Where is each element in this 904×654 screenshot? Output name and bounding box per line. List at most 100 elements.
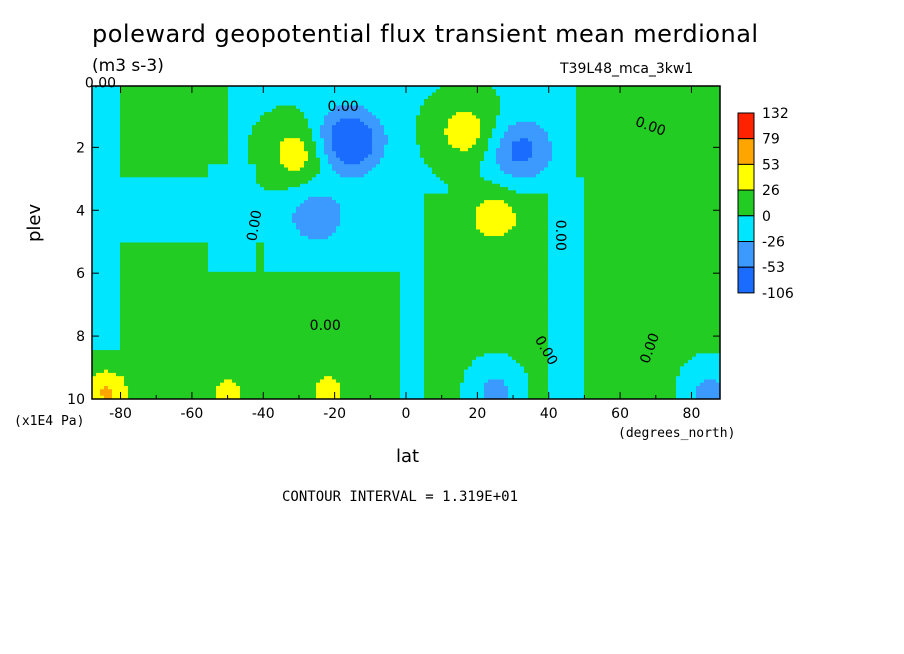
field-cell <box>200 99 205 103</box>
field-cell <box>492 95 497 100</box>
field-cell <box>364 128 369 133</box>
field-cell <box>512 108 517 113</box>
field-cell <box>548 99 553 103</box>
field-cell <box>172 89 177 94</box>
field-cell <box>600 99 605 103</box>
field-cell <box>192 89 197 94</box>
field-cell <box>644 141 649 146</box>
field-cell <box>228 128 233 133</box>
field-cell <box>184 141 189 146</box>
field-cell <box>152 105 157 110</box>
field-cell <box>292 95 297 100</box>
field-cell <box>232 131 237 136</box>
field-cell <box>420 125 425 129</box>
field-cell <box>260 115 265 120</box>
field-cell <box>156 131 161 136</box>
field-cell <box>328 95 333 100</box>
field-cell <box>612 121 617 126</box>
field-cell <box>424 121 429 126</box>
field-cell <box>712 138 717 143</box>
field-cell <box>560 141 565 146</box>
field-cell <box>340 108 345 113</box>
field-cell <box>424 105 429 110</box>
field-cell <box>244 128 249 133</box>
field-cell <box>364 121 369 126</box>
field-cell <box>484 112 489 116</box>
field-cell <box>508 99 513 103</box>
field-cell <box>112 141 117 146</box>
field-cell <box>136 125 141 129</box>
field-cell <box>212 112 217 116</box>
field-cell <box>100 92 105 97</box>
field-cell <box>400 141 405 146</box>
field-cell <box>420 128 425 133</box>
field-cell <box>120 95 125 100</box>
field-cell <box>608 102 613 107</box>
field-cell <box>588 144 593 149</box>
field-cell <box>156 147 161 152</box>
field-cell <box>488 147 493 152</box>
field-cell <box>408 95 413 100</box>
field-cell <box>388 128 393 133</box>
field-cell <box>668 102 673 107</box>
field-cell <box>472 86 477 90</box>
field-cell <box>716 121 720 126</box>
field-cell <box>424 102 429 107</box>
field-cell <box>532 99 537 103</box>
field-cell <box>592 95 597 100</box>
field-cell <box>108 128 113 133</box>
field-cell <box>364 125 369 129</box>
field-cell <box>124 128 129 133</box>
field-cell <box>92 112 97 116</box>
field-cell <box>412 118 417 123</box>
field-cell <box>528 138 533 143</box>
field-cell <box>252 121 257 126</box>
field-cell <box>428 115 433 120</box>
field-cell <box>460 118 465 123</box>
field-cell <box>408 92 413 97</box>
field-cell <box>372 118 377 123</box>
field-cell <box>680 108 685 113</box>
field-cell <box>232 121 237 126</box>
field-cell <box>236 138 241 143</box>
field-cell <box>620 125 625 129</box>
field-cell <box>260 89 265 94</box>
field-cell <box>124 89 129 94</box>
field-cell <box>168 134 173 139</box>
field-cell <box>320 105 325 110</box>
field-cell <box>224 86 229 90</box>
field-cell <box>388 99 393 103</box>
field-cell <box>692 115 697 120</box>
field-cell <box>552 112 557 116</box>
field-cell <box>184 138 189 143</box>
field-cell <box>260 147 265 152</box>
field-cell <box>700 112 705 116</box>
field-cell <box>200 102 205 107</box>
field-cell <box>568 102 573 107</box>
field-cell <box>452 144 457 149</box>
field-cell <box>448 147 453 152</box>
field-cell <box>548 147 553 152</box>
field-cell <box>124 102 129 107</box>
field-cell <box>396 131 401 136</box>
field-cell <box>112 92 117 97</box>
field-cell <box>372 95 377 100</box>
field-cell <box>568 99 573 103</box>
field-cell <box>700 115 705 120</box>
field-cell <box>692 86 697 90</box>
field-cell <box>568 138 573 143</box>
field-cell <box>396 89 401 94</box>
field-cell <box>216 118 221 123</box>
field-cell <box>440 89 445 94</box>
field-cell <box>380 108 385 113</box>
field-cell <box>496 125 501 129</box>
field-cell <box>424 95 429 100</box>
field-cell <box>416 112 421 116</box>
field-cell <box>284 102 289 107</box>
field-cell <box>588 95 593 100</box>
field-cell <box>540 89 545 94</box>
field-cell <box>148 89 153 94</box>
field-cell <box>132 89 137 94</box>
field-cell <box>336 112 341 116</box>
field-cell <box>272 92 277 97</box>
